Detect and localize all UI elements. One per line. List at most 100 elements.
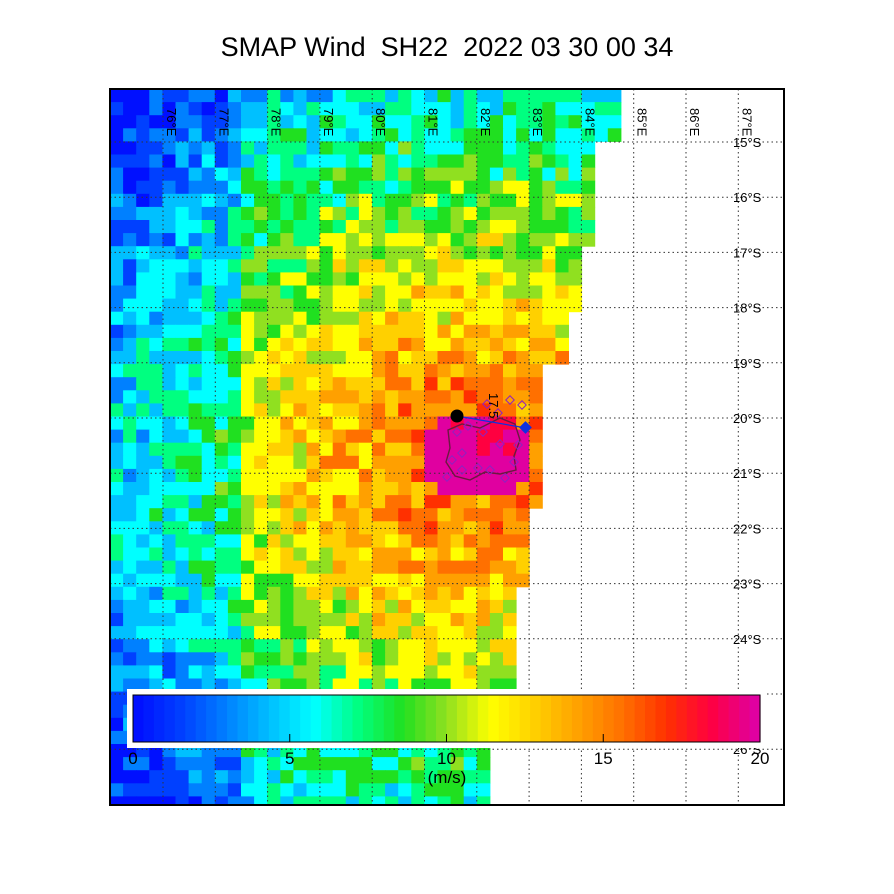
storm-overlay: 17.5 bbox=[442, 393, 532, 483]
lon-tick-label: 78°E bbox=[269, 108, 284, 137]
radius-marker bbox=[485, 465, 495, 475]
colorbar-segment bbox=[436, 695, 448, 742]
colorbar-segment bbox=[415, 695, 427, 742]
colorbar-segment bbox=[342, 695, 354, 742]
colorbar-tick-label: 0 bbox=[128, 749, 137, 768]
lat-tick-label: 20°S bbox=[733, 411, 762, 426]
colorbar-segment bbox=[153, 695, 165, 742]
lat-tick-label: 22°S bbox=[733, 521, 762, 536]
forecast-track-line bbox=[456, 415, 527, 429]
lat-tick-label: 24°S bbox=[733, 632, 762, 647]
radius-marker bbox=[493, 408, 503, 418]
radius-marker bbox=[452, 427, 462, 437]
colorbar-segment bbox=[268, 695, 280, 742]
colorbar-segment bbox=[686, 695, 698, 742]
colorbar-segment bbox=[331, 695, 343, 742]
colorbar-segment bbox=[143, 695, 155, 742]
radius-marker bbox=[463, 421, 473, 431]
lat-tick-label: 16°S bbox=[733, 190, 762, 205]
colorbar-segment bbox=[498, 695, 510, 742]
lon-tick-label: 86°E bbox=[687, 108, 702, 137]
lat-tick-label: 17°S bbox=[733, 245, 762, 260]
figure-title: SMAP Wind SH22 2022 03 30 00 34 bbox=[220, 32, 674, 62]
colorbar-segment bbox=[728, 695, 740, 742]
colorbar-tick-label: 20 bbox=[751, 749, 770, 768]
colorbar-segment bbox=[571, 695, 583, 742]
colorbar-segment bbox=[509, 695, 521, 742]
lon-tick-label: 87°E bbox=[739, 108, 754, 137]
colorbar-segment bbox=[446, 695, 458, 742]
colorbar-segment bbox=[634, 695, 646, 742]
lon-tick-label: 83°E bbox=[530, 108, 545, 137]
colorbar-segment bbox=[373, 695, 385, 742]
colorbar-segment bbox=[133, 695, 145, 742]
radius-marker bbox=[517, 400, 527, 410]
radius-marker bbox=[442, 472, 452, 482]
colorbar-segment bbox=[258, 695, 270, 742]
storm-center-marker bbox=[450, 409, 464, 423]
colorbar-segment bbox=[603, 695, 615, 742]
colorbar-segment bbox=[540, 695, 552, 742]
lon-tick-label: 76°E bbox=[164, 108, 179, 137]
radius-marker bbox=[457, 465, 467, 475]
colorbar-segment bbox=[362, 695, 374, 742]
colorbar-segment bbox=[300, 695, 312, 742]
colorbar-segment bbox=[206, 695, 218, 742]
colorbar-segment bbox=[592, 695, 604, 742]
colorbar-segment bbox=[645, 695, 657, 742]
colorbar-segment bbox=[749, 695, 761, 742]
colorbar-segment bbox=[456, 695, 468, 742]
colorbar-segment bbox=[530, 695, 542, 742]
radius-marker bbox=[478, 427, 488, 437]
colorbar-segment bbox=[321, 695, 333, 742]
radius-marker bbox=[500, 473, 510, 483]
colorbar-tick-label: 10 bbox=[437, 749, 456, 768]
lat-tick-label: 15°S bbox=[733, 135, 762, 150]
colorbar-segment bbox=[467, 695, 479, 742]
colorbar-segment bbox=[665, 695, 677, 742]
colorbar: 0 5 10 15 20 bbox=[127, 689, 769, 768]
colorbar-segment bbox=[383, 695, 395, 742]
colorbar-segment bbox=[551, 695, 563, 742]
colorbar-segment bbox=[216, 695, 228, 742]
colorbar-segment bbox=[655, 695, 667, 742]
colorbar-tick-label: 15 bbox=[594, 749, 613, 768]
colorbar-segment bbox=[352, 695, 364, 742]
colorbar-segment bbox=[718, 695, 730, 742]
lon-tick-label: 82°E bbox=[478, 108, 493, 137]
colorbar-segment bbox=[404, 695, 416, 742]
colorbar-segment bbox=[394, 695, 406, 742]
colorbar-segment bbox=[697, 695, 709, 742]
lon-tick-label: 84°E bbox=[582, 108, 597, 137]
colorbar-segment bbox=[561, 695, 573, 742]
colorbar-segment bbox=[582, 695, 594, 742]
colorbar-segment bbox=[519, 695, 531, 742]
longitude-labels: 76°E 77°E 78°E 79°E 80°E 81°E 82°E 83°E 84°E 85°E… bbox=[164, 108, 754, 137]
radius-markers bbox=[442, 395, 527, 483]
radius-marker bbox=[505, 395, 515, 405]
radius-marker bbox=[473, 463, 483, 473]
colorbar-segment bbox=[237, 695, 249, 742]
colorbar-segment bbox=[676, 695, 688, 742]
lat-tick-label: 21°S bbox=[733, 466, 762, 481]
radius-marker bbox=[457, 448, 467, 458]
colorbar-segment bbox=[310, 695, 322, 742]
colorbar-segment bbox=[227, 695, 239, 742]
map-frame bbox=[109, 88, 785, 806]
wind-contour-17-5 bbox=[445, 417, 521, 481]
colorbar-segment bbox=[739, 695, 751, 742]
colorbar-segment bbox=[707, 695, 719, 742]
colorbar-segment bbox=[488, 695, 500, 742]
radius-marker bbox=[513, 440, 523, 450]
colorbar-segment bbox=[477, 695, 489, 742]
colorbar-segment bbox=[247, 695, 259, 742]
colorbar-segment bbox=[174, 695, 186, 742]
radius-marker bbox=[447, 455, 457, 465]
colorbar-segment bbox=[624, 695, 636, 742]
colorbar-segment bbox=[279, 695, 291, 742]
lat-tick-label: 18°S bbox=[733, 301, 762, 316]
lat-tick-label: 19°S bbox=[733, 356, 762, 371]
wind-swath bbox=[110, 89, 622, 805]
lon-tick-label: 80°E bbox=[373, 108, 388, 137]
